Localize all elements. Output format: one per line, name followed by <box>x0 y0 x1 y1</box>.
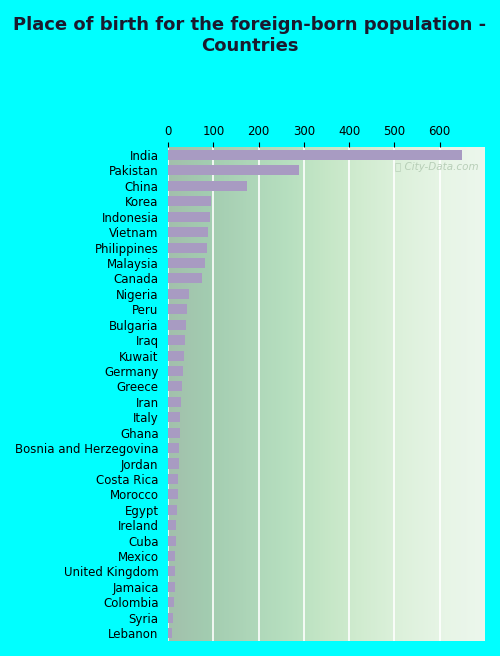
Bar <box>168 443 179 453</box>
Bar <box>168 258 205 268</box>
Bar <box>168 181 248 191</box>
Bar <box>168 598 174 607</box>
Bar <box>168 520 176 530</box>
Bar <box>168 474 178 484</box>
Bar <box>168 196 211 206</box>
Bar <box>168 319 186 330</box>
Text: Ⓜ City-Data.com: Ⓜ City-Data.com <box>395 162 478 172</box>
Bar <box>168 150 462 160</box>
Bar <box>168 613 172 623</box>
Bar <box>168 489 177 499</box>
Bar <box>168 504 177 515</box>
Bar <box>168 274 202 283</box>
Bar <box>168 227 208 237</box>
Bar <box>168 459 178 468</box>
Bar <box>168 381 182 392</box>
Bar <box>168 165 300 175</box>
Bar <box>168 350 184 361</box>
Bar <box>168 535 176 546</box>
Bar <box>168 412 180 422</box>
Bar <box>168 567 175 577</box>
Bar <box>168 366 183 376</box>
Bar <box>168 289 188 299</box>
Bar <box>168 304 187 314</box>
Bar <box>168 335 186 345</box>
Bar <box>168 551 175 561</box>
Bar <box>168 397 181 407</box>
Bar <box>168 428 180 438</box>
Bar <box>168 212 210 222</box>
Text: Place of birth for the foreign-born population -
Countries: Place of birth for the foreign-born popu… <box>14 16 486 55</box>
Bar <box>168 243 206 253</box>
Bar <box>168 582 174 592</box>
Bar <box>168 628 172 638</box>
